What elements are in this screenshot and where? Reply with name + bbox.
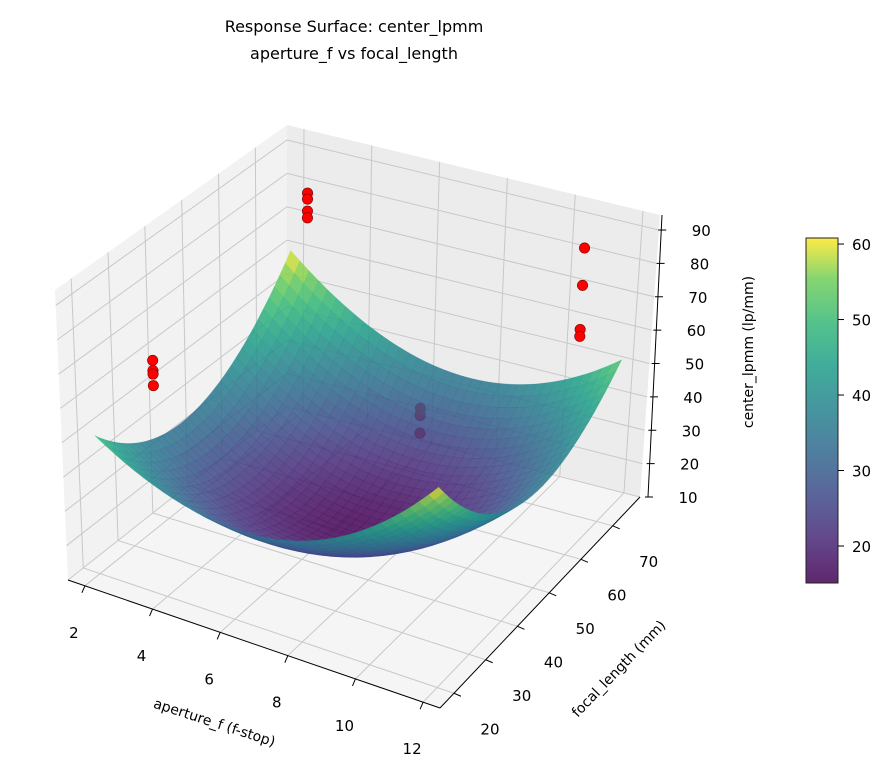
data-point <box>148 369 158 379</box>
z-tick-label: 70 <box>688 289 707 307</box>
data-point <box>147 355 157 365</box>
z-tick-label: 80 <box>690 255 709 273</box>
colorbar-tick-label: 20 <box>852 538 871 556</box>
x-axis-label: aperture_f (f-stop) <box>151 696 277 750</box>
chart-title-line1: Response Surface: center_lpmm <box>225 17 484 37</box>
colorbar-tick-label: 50 <box>852 312 871 330</box>
y-tick-label: 20 <box>480 720 499 738</box>
z-axis-label: center_lpmm (lp/mm) <box>741 276 757 428</box>
z-tick-label: 50 <box>685 356 704 374</box>
data-point <box>577 280 587 290</box>
y-tick-mark <box>486 660 493 663</box>
x-tick-label: 6 <box>204 670 214 688</box>
z-tick-label: 90 <box>692 222 711 240</box>
colorbar-tick-label: 30 <box>852 463 871 481</box>
y-tick-mark <box>581 559 588 562</box>
y-tick-label: 40 <box>544 653 563 671</box>
data-point <box>302 213 312 223</box>
x-tick-mark <box>217 632 220 639</box>
x-tick-label: 12 <box>403 740 422 758</box>
x-tick-mark <box>150 609 153 616</box>
y-tick-label: 60 <box>607 586 626 604</box>
z-tick-label: 20 <box>680 456 699 474</box>
x-tick-mark <box>82 586 85 593</box>
z-tick-label: 60 <box>687 322 706 340</box>
y-tick-mark <box>517 626 524 629</box>
y-tick-label: 30 <box>512 687 531 705</box>
z-tick-label: 10 <box>678 489 697 507</box>
data-point <box>302 194 312 204</box>
z-tick-label: 40 <box>683 389 702 407</box>
y-tick-mark <box>613 526 620 529</box>
x-tick-mark <box>285 656 288 663</box>
z-tick-label: 30 <box>682 422 701 440</box>
colorbar-tick-label: 40 <box>852 387 871 405</box>
x-tick-label: 2 <box>69 624 79 642</box>
y-tick-mark <box>549 593 556 596</box>
x-tick-mark <box>352 679 355 686</box>
x-tick-label: 10 <box>335 717 354 735</box>
x-tick-mark <box>420 702 423 709</box>
chart-title-line2: aperture_f vs focal_length <box>250 44 458 64</box>
y-tick-label: 50 <box>576 620 595 638</box>
y-tick-mark <box>454 693 461 696</box>
data-point <box>579 243 589 253</box>
colorbar <box>806 238 838 583</box>
colorbar-ticks: 20 30 40 50 60 <box>838 236 871 556</box>
data-point <box>148 380 158 390</box>
x-tick-label: 8 <box>272 694 282 712</box>
y-tick-label: 70 <box>639 553 658 571</box>
data-point <box>575 331 585 341</box>
colorbar-tick-label: 60 <box>852 236 871 254</box>
x-tick-label: 4 <box>137 647 147 665</box>
